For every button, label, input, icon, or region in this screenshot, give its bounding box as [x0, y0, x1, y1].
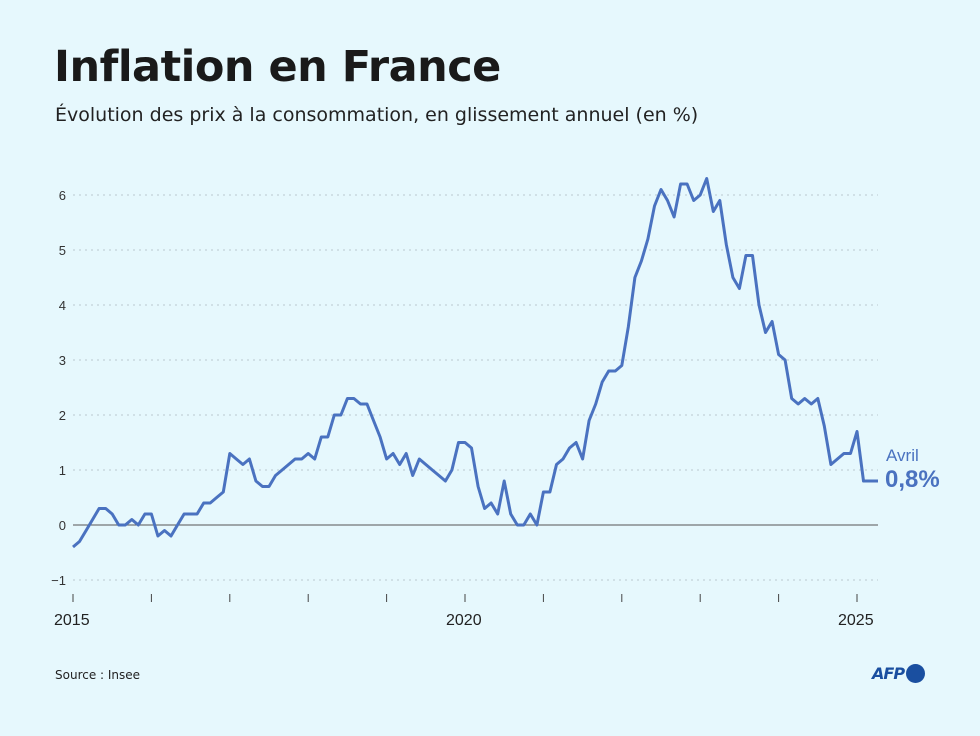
y-tick-label: 0	[59, 518, 66, 533]
series-line	[72, 177, 879, 549]
y-tick-label: 5	[59, 243, 66, 258]
source-note: Source : Insee	[55, 668, 141, 682]
logo-dot-icon	[906, 664, 926, 683]
y-tick-label: 2	[59, 408, 66, 423]
y-tick-label: −1	[51, 573, 66, 588]
chart-subtitle: Évolution des prix à la consommation, en…	[55, 104, 699, 126]
grid	[73, 194, 878, 581]
x-tick-label: 2025	[838, 612, 874, 629]
y-tick-label: 4	[59, 298, 66, 313]
annotation-label: Avril	[886, 446, 919, 465]
y-tick-label: 3	[59, 353, 66, 368]
x-tick-label: 2020	[446, 612, 482, 629]
x-tick-label: 2015	[54, 612, 90, 629]
x-axis: 2015 2020 2025	[54, 594, 874, 629]
logo-text: AFP	[872, 664, 905, 683]
y-tick-label: 6	[59, 188, 66, 203]
afp-logo: AFP	[872, 664, 926, 683]
y-axis: −1 0 1 2 3 4 5 6	[51, 188, 66, 588]
y-tick-label: 1	[59, 463, 66, 478]
chart-title: Inflation en France	[54, 42, 501, 92]
annotation-value: 0,8%	[885, 466, 940, 493]
